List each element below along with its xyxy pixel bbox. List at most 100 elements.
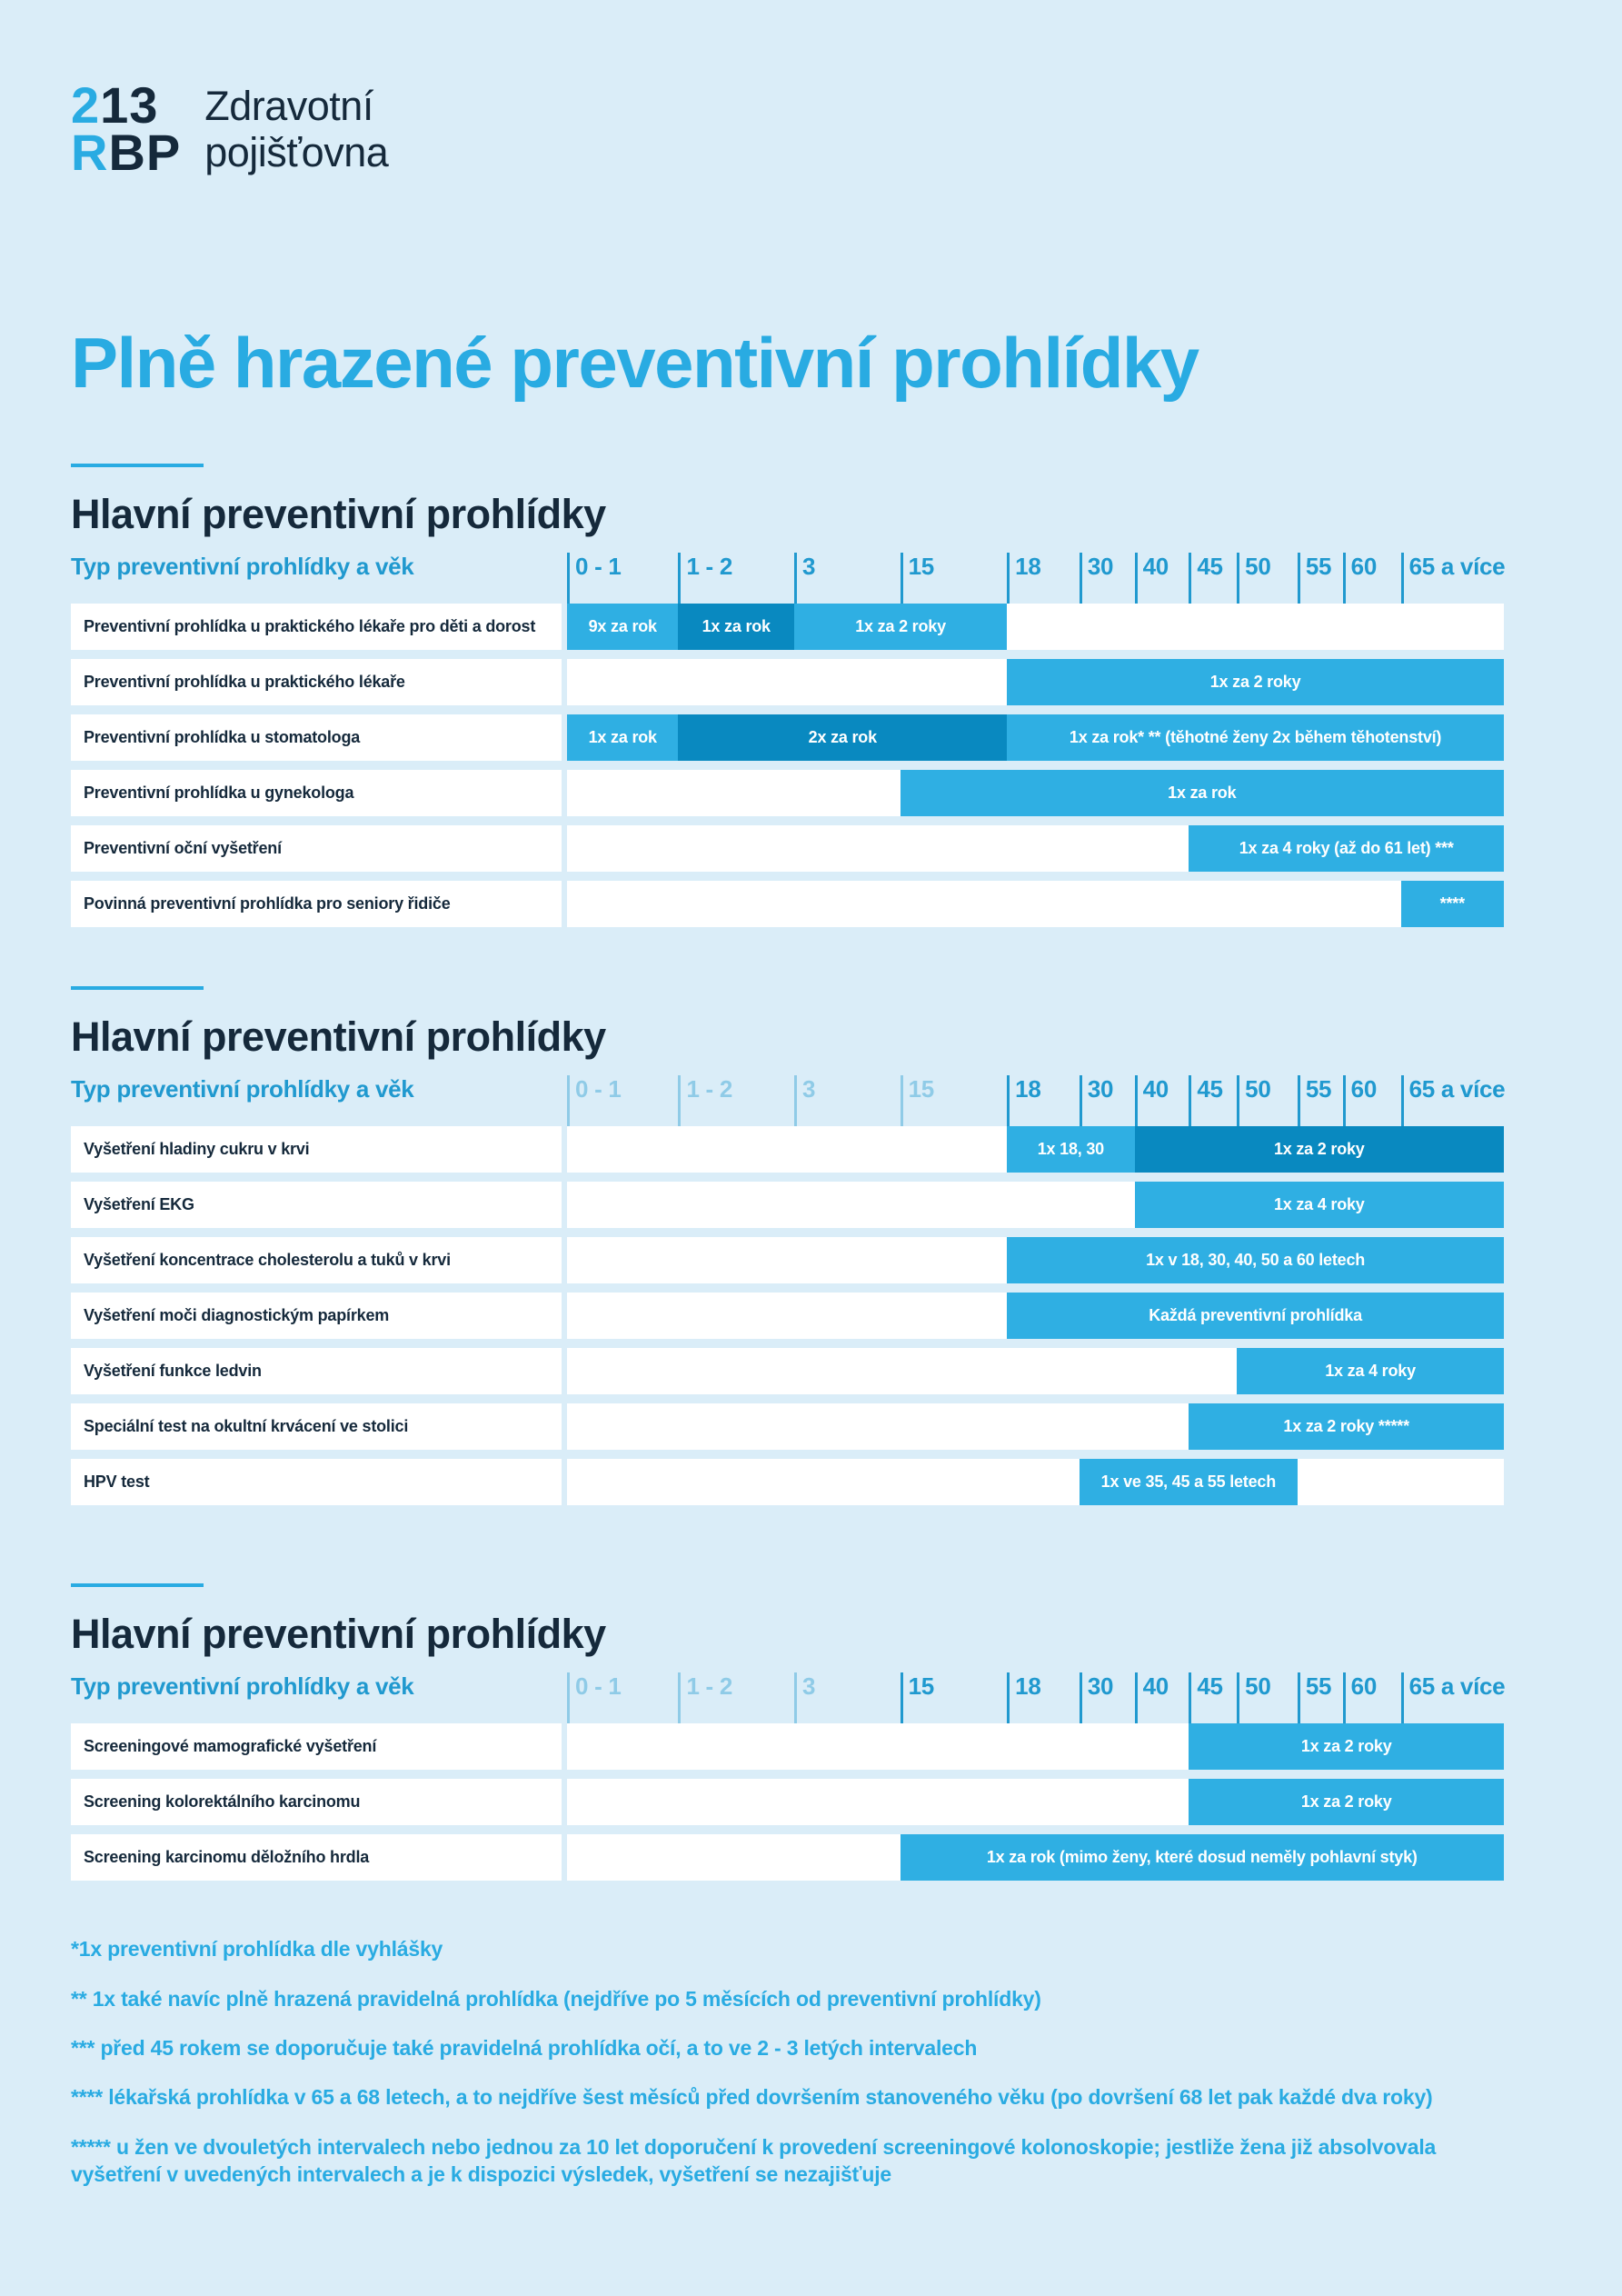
age-tick-label: 55 — [1305, 1672, 1332, 1701]
age-tick: 40 — [1134, 1075, 1169, 1127]
age-tick: 45 — [1189, 1075, 1223, 1127]
coverage-bar-label: 1x za 2 roky — [1209, 673, 1301, 692]
table-row: Vyšetření EKG 1x za 4 roky — [71, 1182, 1504, 1229]
row-timeline: 1x v 18, 30, 40, 50 a 60 letech — [567, 1237, 1504, 1284]
coverage-bar-label: 1x za rok* ** (těhotné ženy 2x během těh… — [1069, 728, 1442, 747]
age-tick-label: 15 — [908, 1672, 935, 1701]
table-row: Screening karcinomu děložního hrdla 1x za… — [71, 1834, 1504, 1882]
row-timeline: 1x 18, 30 1x za 2 roky — [567, 1126, 1504, 1173]
age-tick: 0 - 1 — [567, 1672, 622, 1724]
age-tick-label: 0 - 1 — [575, 553, 622, 581]
logo-wordmark: Zdravotní pojišťovna — [204, 82, 389, 176]
age-tick-label: 1 - 2 — [686, 1672, 732, 1701]
row-label: Speciální test na okultní krvácení ve st… — [71, 1403, 562, 1451]
row-label: HPV test — [71, 1459, 562, 1506]
table-row: Povinná preventivní prohlídka pro senior… — [71, 881, 1504, 928]
age-tick-label: 18 — [1015, 1075, 1041, 1103]
row-timeline: 1x za 4 roky — [567, 1182, 1504, 1229]
row-label: Vyšetření moči diagnostickým papírkem — [71, 1293, 562, 1340]
age-tick-label: 40 — [1142, 553, 1169, 581]
table-row: Screening kolorektálního karcinomu 1x za … — [71, 1779, 1504, 1826]
age-tick: 65 a více — [1400, 1075, 1506, 1127]
coverage-bar-label: 1x za rok (mimo ženy, které dosud neměly… — [986, 1848, 1418, 1867]
age-tick-label: 65 a více — [1408, 1672, 1506, 1701]
row-timeline: Každá preventivní prohlídka — [567, 1293, 1504, 1340]
logo-wordmark-line2: pojišťovna — [204, 129, 389, 176]
logo-wordmark-line1: Zdravotní — [204, 83, 373, 129]
age-tick: 60 — [1342, 1075, 1378, 1127]
age-tick: 50 — [1237, 1672, 1271, 1724]
footnote: ***** u žen ve dvouletých intervalech ne… — [71, 2134, 1437, 2186]
row-label: Vyšetření hladiny cukru v krvi — [71, 1126, 562, 1173]
table-row: HPV test 1x ve 35, 45 a 55 letech — [71, 1459, 1504, 1506]
coverage-bar-label: 1x 18, 30 — [1037, 1140, 1104, 1159]
coverage-bar-label: 1x za rok — [1168, 784, 1237, 803]
row-label: Vyšetření EKG — [71, 1182, 562, 1229]
table-row: Preventivní prohlídka u praktického léka… — [71, 604, 1504, 651]
age-tick: 45 — [1189, 553, 1223, 604]
age-tick-label: 30 — [1087, 553, 1114, 581]
age-tick-label: 50 — [1245, 553, 1271, 581]
coverage-bar: 2x za rok — [678, 714, 1008, 762]
coverage-bar: Každá preventivní prohlídka — [1007, 1293, 1504, 1340]
age-tick-label: 40 — [1142, 1075, 1169, 1103]
rbp-logo: 213 RBP — [71, 80, 181, 178]
age-tick: 0 - 1 — [567, 553, 622, 604]
age-axis: 0 - 1 1 - 2 3 15 18 30 40 45 50 55 60 65 a více — [567, 1075, 1506, 1127]
age-tick: 65 a více — [1400, 1672, 1506, 1724]
row-timeline: 1x za rok (mimo ženy, které dosud neměly… — [567, 1834, 1504, 1882]
age-tick-label: 55 — [1305, 1075, 1332, 1103]
age-axis: 0 - 1 1 - 2 3 15 18 30 40 45 50 55 60 65 a více — [567, 1672, 1506, 1724]
section-title: Hlavní preventivní prohlídky — [71, 1013, 606, 1061]
table-row: Screeningové mamografické vyšetření 1x za… — [71, 1723, 1504, 1771]
coverage-bar-label: 1x za 4 roky (až do 61 let) *** — [1239, 839, 1454, 858]
footnotes: *1x preventivní prohlídka dle vyhlášky **… — [71, 1935, 1504, 2188]
footnote: *** před 45 rokem se doporučuje také pra… — [71, 2035, 978, 2060]
age-tick: 55 — [1297, 1672, 1332, 1724]
coverage-bar-label: 1x za 4 roky — [1325, 1362, 1416, 1381]
age-tick-label: 60 — [1350, 1672, 1378, 1701]
row-label: Preventivní oční vyšetření — [71, 825, 562, 873]
age-tick-label: 60 — [1350, 1075, 1378, 1103]
coverage-bar: 1x za 4 roky (až do 61 let) *** — [1189, 825, 1504, 873]
age-tick: 15 — [900, 1075, 935, 1127]
coverage-bar-label: 1x za 2 roky — [1300, 1737, 1392, 1756]
table-row: Vyšetření koncentrace cholesterolu a tuk… — [71, 1237, 1504, 1284]
logo-letters-dark: BP — [108, 124, 182, 182]
row-timeline: 1x ve 35, 45 a 55 letech — [567, 1459, 1504, 1506]
logo-line-rbp: RBP — [71, 127, 181, 178]
age-tick: 1 - 2 — [678, 1672, 732, 1724]
age-tick: 55 — [1297, 1075, 1332, 1127]
coverage-bar: 1x za 4 roky — [1237, 1348, 1504, 1395]
table-row: Vyšetření hladiny cukru v krvi 1x 18, 30 1… — [71, 1126, 1504, 1173]
footnote: ** 1x také navíc plně hrazená pravidelná… — [71, 1986, 1041, 2011]
coverage-bar: 1x za rok — [567, 714, 679, 762]
coverage-bar: 1x za 2 roky — [1189, 1723, 1504, 1771]
coverage-bar: 1x 18, 30 — [1007, 1126, 1135, 1173]
coverage-bar-label: **** — [1439, 894, 1465, 913]
row-timeline: 1x za 4 roky — [567, 1348, 1504, 1395]
row-timeline: 1x za rok 2x za rok 1x za rok* ** (těhotné… — [567, 714, 1504, 762]
age-tick-label: 15 — [908, 1075, 935, 1103]
age-tick: 3 — [794, 553, 815, 604]
coverage-bar: **** — [1400, 881, 1504, 928]
brand-header: 213 RBP Zdravotní pojišťovna — [71, 0, 1504, 178]
section-3: Hlavní preventivní prohlídky Typ preventi… — [71, 1583, 1506, 1882]
coverage-bar: 1x za 2 roky — [1189, 1779, 1504, 1826]
table-row: Preventivní prohlídka u praktického léka… — [71, 659, 1504, 706]
coverage-bar-label: 9x za rok — [588, 617, 657, 636]
age-tick-label: 3 — [802, 553, 816, 581]
row-timeline: **** — [567, 881, 1504, 928]
age-tick: 30 — [1079, 1075, 1113, 1127]
age-tick-label: 15 — [908, 553, 935, 581]
age-tick-label: 18 — [1015, 553, 1041, 581]
coverage-bar: 1x v 18, 30, 40, 50 a 60 letech — [1007, 1237, 1504, 1284]
table-row: Preventivní prohlídka u gynekologa 1x za … — [71, 770, 1504, 817]
age-tick-label: 65 a více — [1408, 1075, 1506, 1103]
age-tick: 40 — [1134, 1672, 1169, 1724]
coverage-bar-label: 1x za 2 roky ***** — [1283, 1417, 1409, 1436]
coverage-bar: 1x za 4 roky — [1134, 1182, 1504, 1229]
row-label: Vyšetření funkce ledvin — [71, 1348, 562, 1395]
coverage-bar: 9x za rok — [567, 604, 679, 651]
coverage-bar-label: 1x ve 35, 45 a 55 letech — [1100, 1472, 1277, 1492]
